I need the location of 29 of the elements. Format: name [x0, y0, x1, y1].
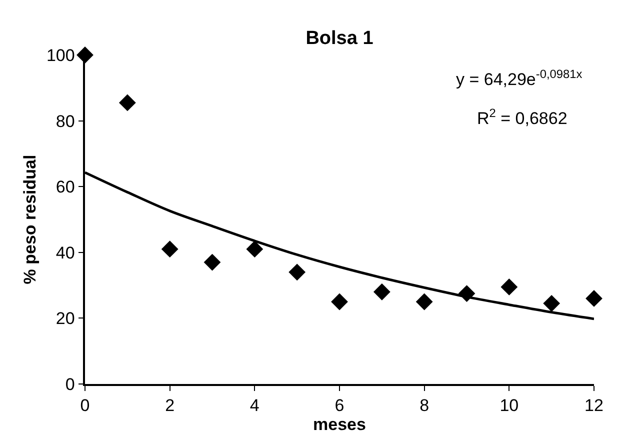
point	[288, 264, 306, 281]
point	[416, 293, 433, 310]
point	[204, 254, 221, 271]
x-axis-title: meses	[313, 415, 366, 434]
y-tick-label: 40	[56, 243, 75, 262]
point	[500, 278, 518, 296]
point	[543, 294, 560, 312]
annotation: R$^{2}$ = 0,6862	[477, 106, 568, 128]
point	[246, 240, 264, 258]
point	[118, 94, 136, 112]
x-tick-label: 4	[250, 396, 260, 416]
y-tick-label: 100	[46, 46, 75, 65]
point	[586, 290, 602, 307]
y-tick-label: 80	[56, 112, 75, 131]
y-tick-label: 20	[56, 309, 75, 328]
point	[331, 293, 348, 310]
y-tick-label: 60	[56, 178, 75, 197]
x-tick-label: 0	[80, 396, 90, 416]
chart-title: Bolsa 1	[306, 28, 374, 50]
x-tick-label: 2	[165, 396, 175, 416]
point	[161, 240, 178, 258]
x-tick-label: 10	[500, 396, 519, 416]
x-tick-label: 12	[584, 396, 604, 416]
x-tick-label: 6	[334, 396, 344, 416]
point	[373, 283, 390, 300]
y-tick-label: 0	[65, 374, 75, 394]
x-tick-label: 8	[420, 396, 430, 416]
annotation: y = 64,29e$^{-0,0981x}$	[456, 67, 582, 90]
y-axis-title: % peso residual	[20, 154, 40, 284]
